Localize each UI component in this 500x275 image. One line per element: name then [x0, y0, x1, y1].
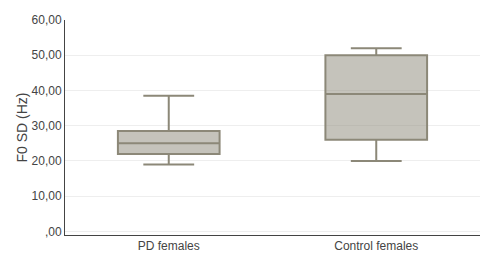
svg-text:60,00: 60,00	[32, 13, 62, 27]
svg-text:20,00: 20,00	[32, 154, 62, 168]
svg-text:10,00: 10,00	[32, 189, 62, 203]
svg-text:40,00: 40,00	[32, 84, 62, 98]
svg-text:F0 SD (Hz): F0 SD (Hz)	[14, 93, 30, 163]
svg-text:,00: ,00	[45, 225, 62, 239]
svg-text:50,00: 50,00	[32, 48, 62, 62]
svg-text:PD females: PD females	[138, 239, 200, 253]
svg-text:30,00: 30,00	[32, 119, 62, 133]
svg-text:Control females: Control females	[334, 239, 418, 253]
